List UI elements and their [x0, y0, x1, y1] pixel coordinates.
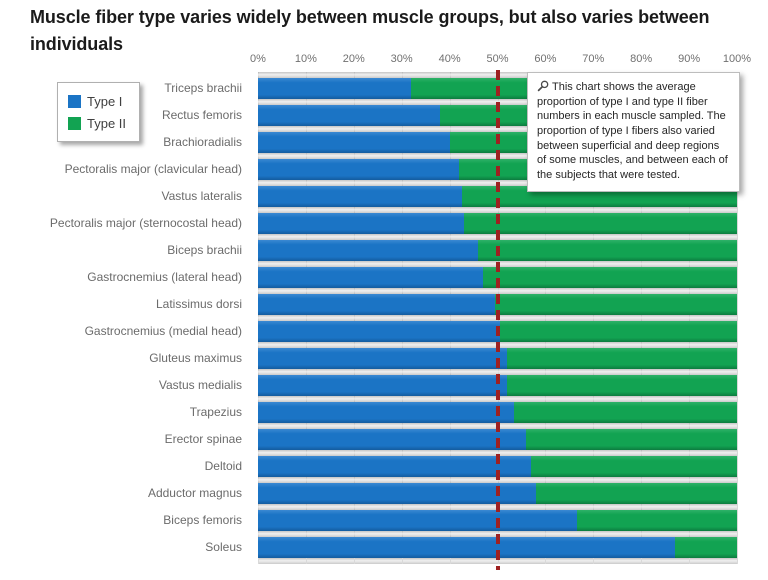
x-axis-tick-label: 30% [390, 53, 413, 65]
category-label: Gastrocnemius (medial head) [84, 324, 242, 338]
type2-swatch-icon [68, 116, 81, 130]
stacked-bar [258, 429, 737, 450]
type2-bar-segment [526, 429, 737, 450]
type2-bar-segment [478, 240, 737, 261]
legend-item-type2: Type II [68, 112, 126, 134]
category-label: Biceps brachii [167, 243, 242, 257]
type2-bar-segment [499, 321, 737, 342]
category-label: Soleus [205, 540, 242, 554]
type1-bar-segment [258, 348, 508, 369]
type1-bar-segment [258, 429, 527, 450]
stacked-bar [258, 321, 737, 342]
type2-bar-segment [483, 267, 737, 288]
type1-bar-segment [258, 213, 464, 234]
category-label: Vastus medialis [158, 378, 242, 392]
type1-bar-segment [258, 240, 479, 261]
type1-bar-segment [258, 321, 500, 342]
type1-bar-segment [258, 186, 462, 207]
category-label: Gluteus maximus [149, 351, 242, 365]
type1-bar-segment [258, 78, 412, 99]
stacked-bar [258, 483, 737, 504]
type1-bar-segment [258, 510, 577, 531]
stacked-bar [258, 267, 737, 288]
stacked-bar [258, 348, 737, 369]
type1-bar-segment [258, 402, 515, 423]
type2-bar-segment [535, 483, 737, 504]
type2-bar-segment [674, 537, 737, 558]
type1-bar-segment [258, 267, 484, 288]
stacked-bar [258, 213, 737, 234]
legend-label-type2: Type II [87, 115, 127, 131]
stacked-bar [258, 240, 737, 261]
type1-bar-segment [258, 456, 532, 477]
x-axis-tick-label: 50% [486, 53, 509, 65]
chart-title: Muscle fiber type varies widely between … [30, 7, 710, 54]
category-label: Rectus femoris [161, 108, 242, 122]
fifty-percent-reference-line [496, 70, 500, 570]
category-label: Erector spinae [164, 432, 242, 446]
type1-bar-segment [258, 375, 508, 396]
type1-bar-segment [258, 294, 496, 315]
x-axis-tick-label: 40% [438, 53, 461, 65]
category-label: Trapezius [189, 405, 242, 419]
type1-bar-segment [258, 483, 536, 504]
x-axis-tick-label: 80% [630, 53, 653, 65]
x-axis-tick-label: 90% [678, 53, 701, 65]
stacked-bar [258, 456, 737, 477]
legend-item-type1: Type I [68, 90, 126, 112]
type2-bar-segment [507, 375, 737, 396]
type2-bar-segment [495, 294, 737, 315]
type1-bar-segment [258, 537, 675, 558]
x-axis-tick-label: 70% [582, 53, 605, 65]
stacked-bar [258, 402, 737, 423]
category-label: Deltoid [204, 459, 242, 473]
type1-bar-segment [258, 132, 450, 153]
type2-bar-segment [576, 510, 737, 531]
annotation-callout: This chart shows the average proportion … [527, 72, 740, 193]
type2-bar-segment [507, 348, 737, 369]
x-axis: 0% 10% 20% 30% 40% 50% 60% 70% 80% 90% 100% [250, 53, 751, 69]
gridline [737, 72, 738, 564]
category-label: Adductor magnus [147, 486, 242, 500]
x-axis-tick-label: 20% [342, 53, 365, 65]
x-axis-tick-label: 100% [722, 53, 752, 65]
category-label: Pectoralis major (sternocostal head) [49, 216, 242, 230]
category-label: Pectoralis major (clavicular head) [64, 162, 242, 176]
type1-bar-segment [258, 159, 460, 180]
x-axis-tick-label: 0% [250, 53, 266, 65]
x-axis-tick-label: 10% [294, 53, 317, 65]
type2-bar-segment [514, 402, 737, 423]
category-label: Biceps femoris [163, 513, 242, 527]
stacked-bar [258, 375, 737, 396]
type2-bar-segment [463, 213, 737, 234]
category-axis: Triceps brachii Rectus femoris Brachioradi… [0, 72, 250, 558]
category-label: Triceps brachii [164, 81, 242, 95]
stacked-bar [258, 294, 737, 315]
legend: Type I Type II [57, 82, 141, 142]
x-axis-tick-label: 60% [534, 53, 557, 65]
legend-label-type1: Type I [87, 93, 123, 109]
category-label: Latissimus dorsi [155, 297, 242, 311]
category-label: Vastus lateralis [161, 189, 242, 203]
magnifier-icon [537, 80, 549, 92]
type1-swatch-icon [68, 94, 81, 108]
stacked-bar [258, 537, 737, 558]
type1-bar-segment [258, 105, 441, 126]
category-label: Gastrocnemius (lateral head) [87, 270, 242, 284]
type2-bar-segment [531, 456, 737, 477]
category-label: Brachioradialis [163, 135, 242, 149]
annotation-text: This chart shows the average proportion … [537, 81, 728, 181]
